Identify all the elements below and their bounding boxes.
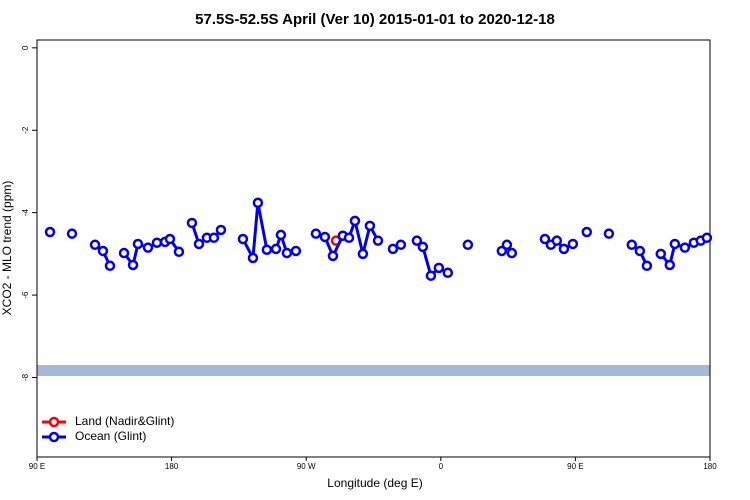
point xyxy=(506,247,518,259)
point xyxy=(433,262,445,274)
map-strip xyxy=(37,365,710,376)
point xyxy=(395,239,407,251)
point xyxy=(164,233,176,245)
legend-label: Ocean (Glint) xyxy=(75,429,146,443)
point xyxy=(634,245,646,257)
legend-marker xyxy=(48,431,60,443)
x-axis-label: Longitude (deg E) xyxy=(327,476,422,490)
plot-frame xyxy=(36,39,711,458)
point xyxy=(261,244,273,255)
point xyxy=(132,238,144,250)
point xyxy=(372,235,384,246)
point xyxy=(411,235,423,246)
point xyxy=(442,267,454,279)
point xyxy=(151,237,163,248)
point xyxy=(357,248,369,260)
point xyxy=(343,232,355,244)
point xyxy=(387,243,399,255)
point xyxy=(281,247,293,259)
point xyxy=(66,228,78,239)
point xyxy=(655,248,667,260)
point xyxy=(310,228,322,239)
point xyxy=(462,239,474,251)
y-tick-label: -8 xyxy=(21,373,30,381)
point xyxy=(701,232,713,244)
x-tick-label: 90 E xyxy=(29,462,45,471)
point xyxy=(349,215,361,227)
point xyxy=(641,260,653,272)
point xyxy=(44,226,56,238)
point xyxy=(626,239,638,251)
point xyxy=(581,226,593,238)
point xyxy=(252,197,264,209)
point xyxy=(186,217,198,229)
point xyxy=(142,242,154,253)
point xyxy=(275,229,287,241)
x-tick-label: 90 W xyxy=(297,462,316,471)
point xyxy=(417,241,429,253)
x-tick-label: 180 xyxy=(165,462,179,471)
point xyxy=(173,246,185,258)
point xyxy=(270,243,282,255)
y-tick-label: -2 xyxy=(21,126,30,134)
point xyxy=(247,252,259,264)
y-tick-label: 0 xyxy=(21,45,30,50)
point xyxy=(551,235,563,246)
point xyxy=(539,233,551,245)
point xyxy=(567,238,579,250)
y-tick-label: -4 xyxy=(21,209,30,217)
x-tick-label: 90 E xyxy=(567,462,583,471)
point xyxy=(603,228,615,239)
point xyxy=(118,247,130,259)
point xyxy=(290,245,302,257)
point xyxy=(215,224,227,236)
point xyxy=(193,238,205,250)
point xyxy=(679,242,691,253)
point xyxy=(364,220,376,232)
point xyxy=(327,250,339,262)
point xyxy=(319,231,331,243)
chart-title: 57.5S-52.5S April (Ver 10) 2015-01-01 to… xyxy=(195,11,555,28)
point xyxy=(558,243,570,255)
point xyxy=(104,260,116,272)
point xyxy=(89,239,101,251)
y-tick-label: -6 xyxy=(21,291,30,299)
point xyxy=(664,259,676,271)
point xyxy=(208,232,220,244)
point xyxy=(127,259,139,271)
point xyxy=(97,245,109,257)
x-tick-label: 0 xyxy=(439,462,444,471)
point xyxy=(425,270,437,281)
point xyxy=(501,239,513,251)
legend-marker xyxy=(48,416,60,428)
point xyxy=(669,238,681,250)
y-axis-label: XCO2 - MLO trend (ppm) xyxy=(0,181,14,316)
x-tick-label: 180 xyxy=(703,462,717,471)
legend-label: Land (Nadir&Glint) xyxy=(75,414,174,428)
point xyxy=(237,233,249,245)
